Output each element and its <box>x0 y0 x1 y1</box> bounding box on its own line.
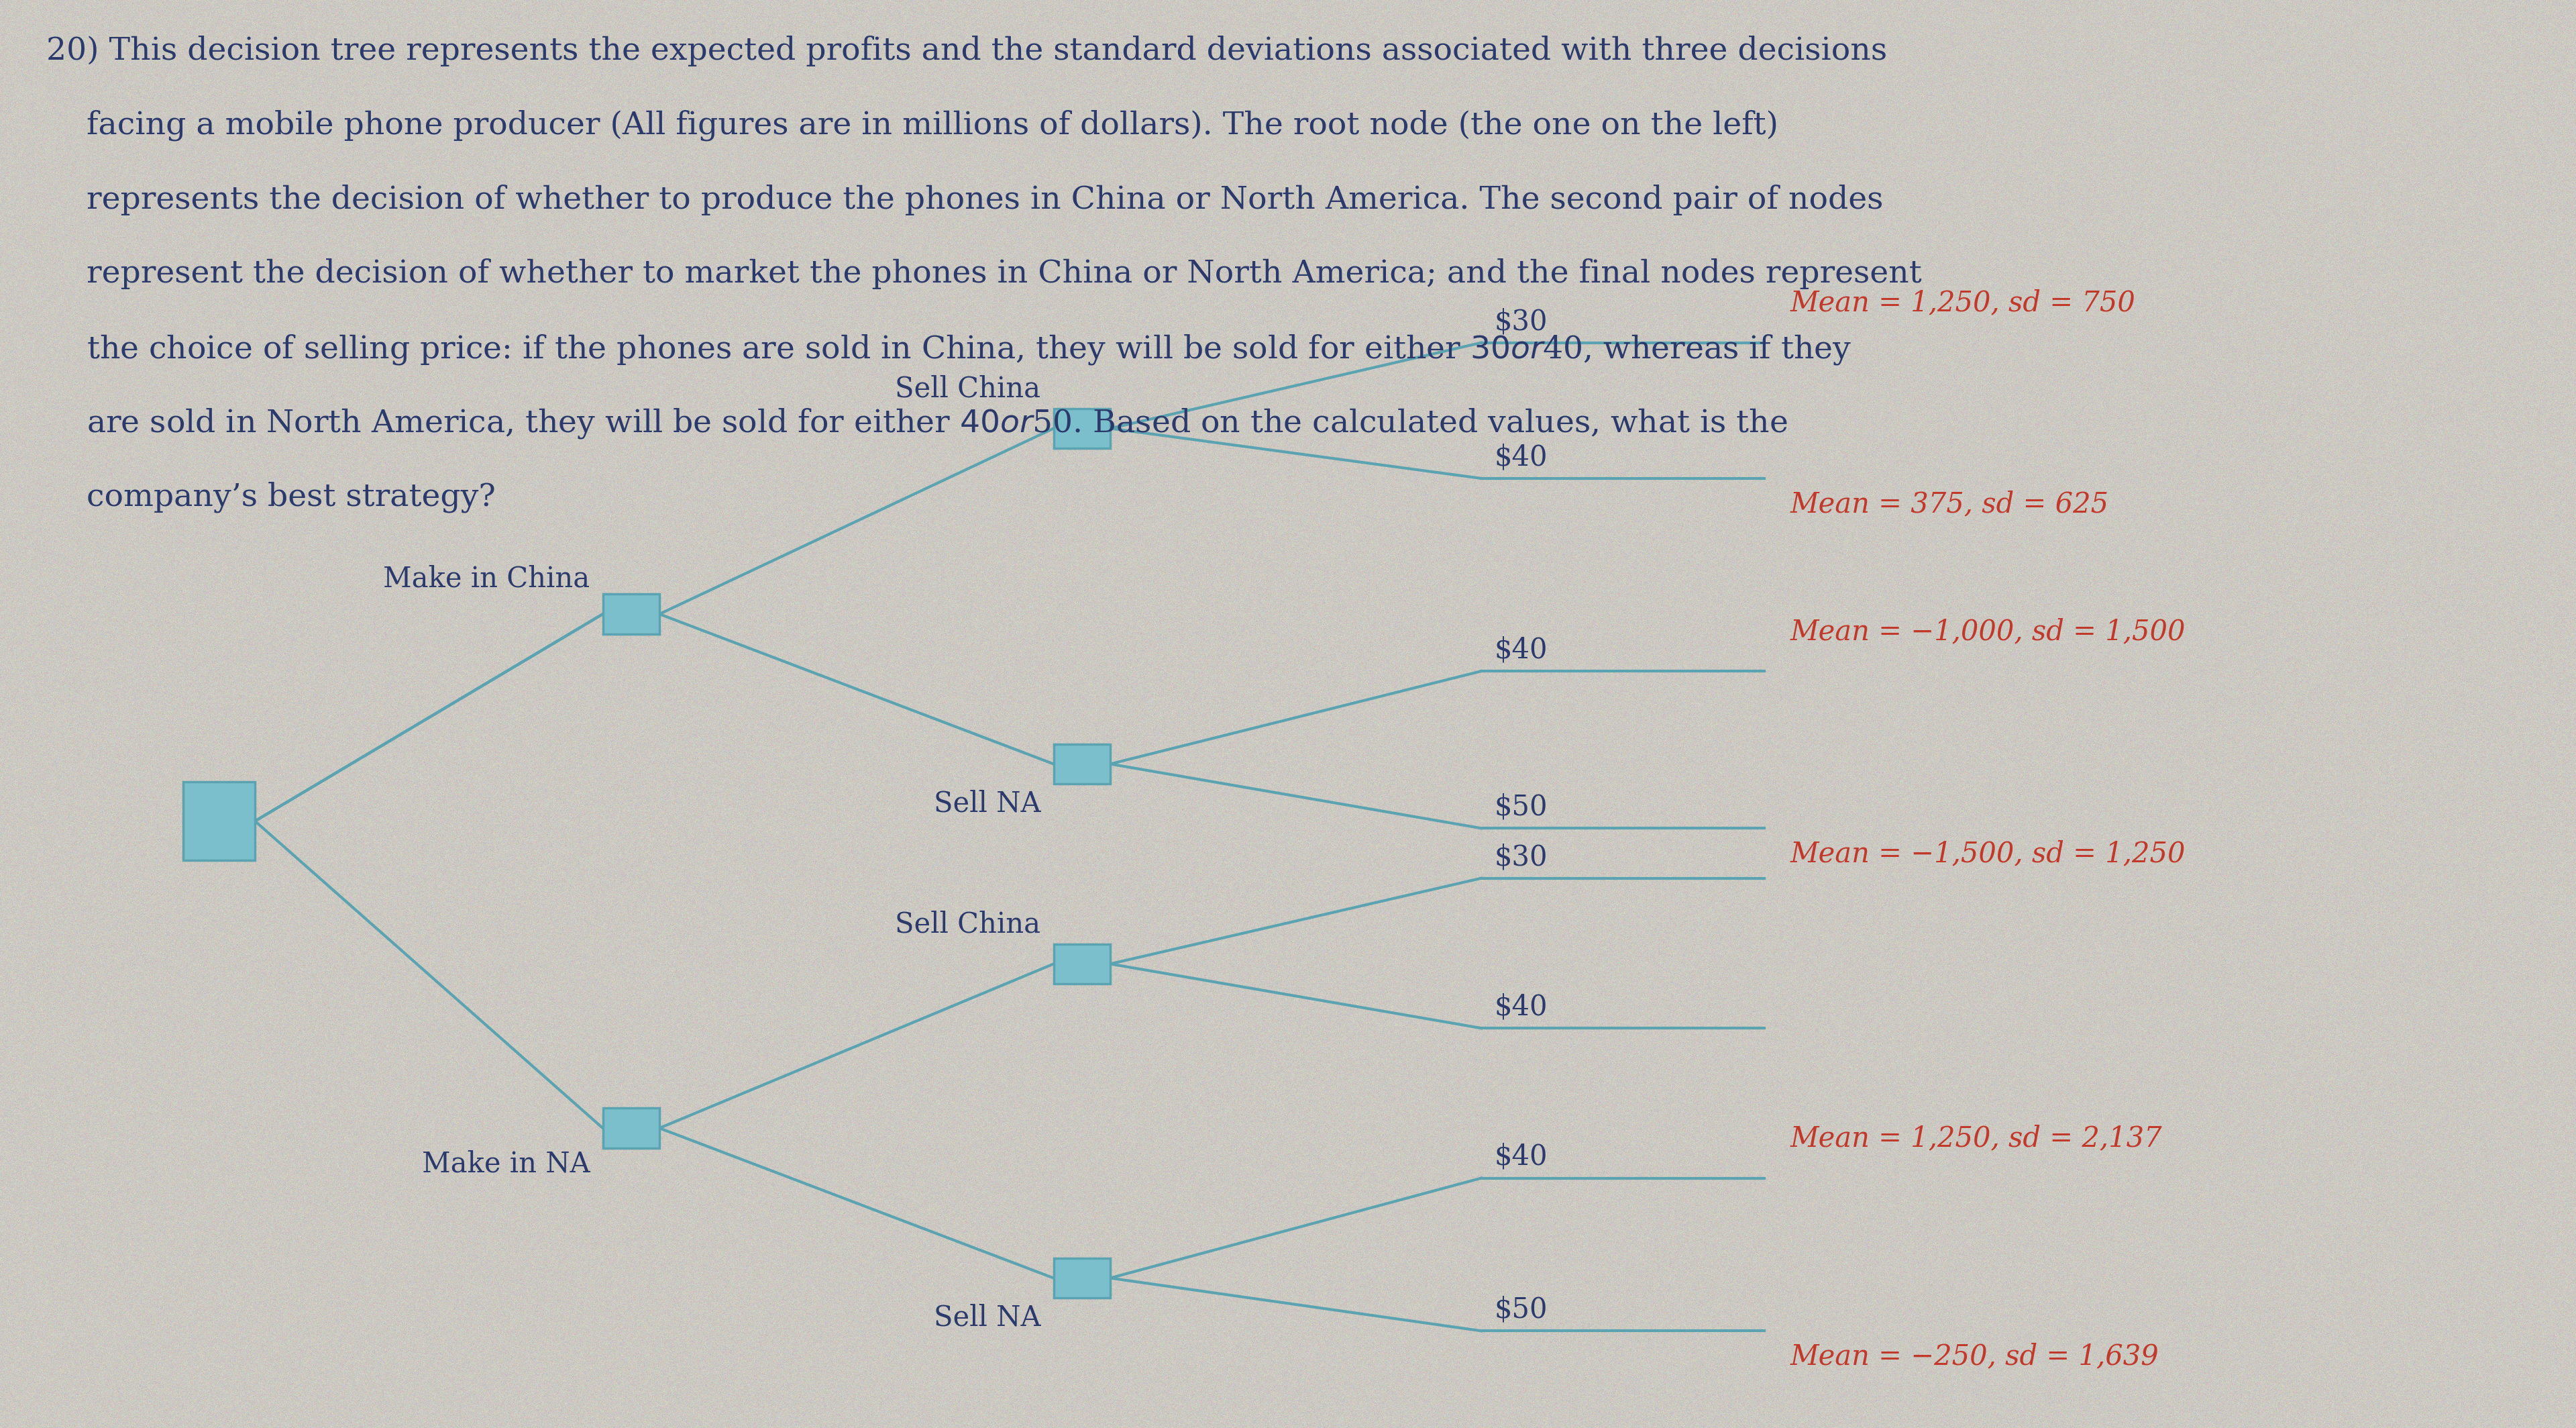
Text: facing a mobile phone producer (All figures are in millions of dollars). The roo: facing a mobile phone producer (All figu… <box>46 110 1777 141</box>
Text: Mean = 1,250, sd = 2,137: Mean = 1,250, sd = 2,137 <box>1790 1124 2161 1152</box>
FancyBboxPatch shape <box>183 783 255 860</box>
Text: are sold in North America, they will be sold for either $40 or $50. Based on the: are sold in North America, they will be … <box>46 407 1788 440</box>
FancyBboxPatch shape <box>1054 1258 1110 1298</box>
Text: represent the decision of whether to market the phones in China or North America: represent the decision of whether to mar… <box>46 258 1922 290</box>
Text: Make in China: Make in China <box>384 564 590 593</box>
Text: $50: $50 <box>1494 793 1548 821</box>
Text: $30: $30 <box>1494 843 1548 871</box>
Text: Make in NA: Make in NA <box>422 1150 590 1178</box>
Text: company’s best strategy?: company’s best strategy? <box>46 481 495 513</box>
Text: Mean = −1,000, sd = 1,500: Mean = −1,000, sd = 1,500 <box>1790 617 2187 645</box>
Text: Mean = 1,250, sd = 750: Mean = 1,250, sd = 750 <box>1790 288 2136 317</box>
Text: 20) This decision tree represents the expected profits and the standard deviatio: 20) This decision tree represents the ex… <box>46 36 1888 67</box>
Text: $40: $40 <box>1494 635 1548 664</box>
Text: represents the decision of whether to produce the phones in China or North Ameri: represents the decision of whether to pr… <box>46 184 1883 216</box>
Text: the choice of selling price: if the phones are sold in China, they will be sold : the choice of selling price: if the phon… <box>46 333 1852 366</box>
FancyBboxPatch shape <box>603 1108 659 1148</box>
FancyBboxPatch shape <box>603 594 659 634</box>
Text: Mean = −1,500, sd = 1,250: Mean = −1,500, sd = 1,250 <box>1790 840 2187 868</box>
Text: $30: $30 <box>1494 307 1548 336</box>
Text: $40: $40 <box>1494 992 1548 1021</box>
Text: Sell China: Sell China <box>894 910 1041 938</box>
Text: Sell NA: Sell NA <box>933 790 1041 818</box>
FancyBboxPatch shape <box>1054 744 1110 784</box>
FancyBboxPatch shape <box>1054 408 1110 448</box>
Text: Mean = 375, sd = 625: Mean = 375, sd = 625 <box>1790 490 2110 518</box>
Text: Sell China: Sell China <box>894 374 1041 403</box>
Text: $40: $40 <box>1494 443 1548 471</box>
Text: Sell NA: Sell NA <box>933 1304 1041 1332</box>
Text: $50: $50 <box>1494 1295 1548 1324</box>
FancyBboxPatch shape <box>1054 944 1110 984</box>
Text: $40: $40 <box>1494 1142 1548 1171</box>
Text: Mean = −250, sd = 1,639: Mean = −250, sd = 1,639 <box>1790 1342 2159 1371</box>
